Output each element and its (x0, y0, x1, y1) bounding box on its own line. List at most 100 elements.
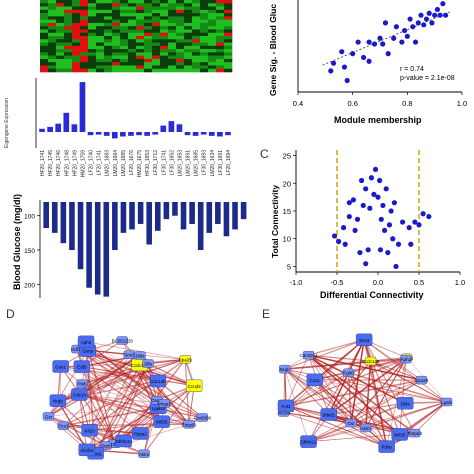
heatmap-cell (216, 3, 225, 7)
scatter-b-point (437, 12, 443, 18)
heatmap-cell (168, 52, 177, 56)
heatmap-cell (96, 22, 105, 27)
heatmap-cell (120, 32, 129, 37)
network-node-label: Wif25 (394, 432, 406, 437)
network-edge (285, 358, 407, 407)
heatmap-cell (192, 52, 201, 56)
heatmap-cell (184, 3, 193, 7)
heatmap-cell (88, 45, 97, 50)
network-edge (370, 360, 447, 403)
eigengene-category-label: LF30_1693 (202, 150, 208, 176)
network-node-label: Ccnd3 (188, 384, 202, 389)
heatmap-cell (200, 29, 209, 34)
heatmap-cell (184, 39, 193, 43)
heatmap-cell (176, 49, 185, 53)
heatmap-cell (168, 55, 177, 60)
heatmap-cell (72, 65, 81, 70)
scatter-c-ytick-label: 25 (283, 152, 291, 161)
heatmap-cell (48, 49, 57, 53)
eigengene-bar (184, 132, 191, 136)
eigengene-bar (217, 132, 223, 137)
heatmap-cell (144, 26, 153, 30)
eigengene-category-label: LF30_1712 (153, 150, 159, 176)
eigengene-category-label: LF30_1741 (161, 150, 167, 176)
heatmap-cell (152, 9, 161, 14)
eigengene-bar (95, 132, 102, 135)
eigengene-bar (79, 82, 86, 132)
heatmap-cell (208, 32, 217, 37)
heatmap-cell (56, 6, 65, 11)
heatmap-cell (160, 49, 169, 53)
network-edge (285, 379, 422, 407)
network-node-label: Zdhhc21 (300, 440, 318, 445)
heatmap-cell (192, 16, 201, 20)
heatmap-cell (200, 42, 209, 47)
heatmap-cell (72, 36, 81, 40)
glucose-bar (197, 202, 204, 250)
network-node-label: Spa29 (415, 378, 429, 383)
heatmap-cell (128, 58, 137, 63)
heatmap-cell (112, 42, 121, 47)
heatmap-cell (80, 52, 89, 56)
heatmap-cell (136, 19, 145, 24)
heatmap-cell (80, 13, 89, 17)
heatmap-cell (64, 68, 73, 73)
heatmap-cell (64, 6, 73, 11)
scatter-c-point (342, 241, 348, 247)
heatmap-cell (216, 6, 225, 11)
heatmap-cell (96, 26, 105, 30)
network-edge (348, 372, 447, 403)
heatmap-cell (48, 45, 57, 50)
heatmap-cell (72, 26, 81, 30)
heatmap-cell (48, 6, 57, 11)
heatmap-cell (152, 55, 161, 60)
heatmap-cell (64, 9, 73, 14)
heatmap-cell (120, 45, 129, 50)
heatmap-cell (96, 62, 105, 66)
heatmap-cell (184, 9, 193, 14)
heatmap-cell (160, 3, 169, 7)
network-edge (85, 341, 186, 360)
heatmap-cell (216, 36, 225, 40)
heatmap-cell (112, 13, 121, 17)
heatmap-cell (176, 55, 185, 60)
heatmap-cell (112, 6, 121, 11)
network-node (57, 421, 70, 430)
heatmap-cell (136, 58, 145, 63)
glucose-bar (215, 202, 221, 224)
heatmap-cell (80, 55, 89, 60)
eigengene-category-label: LM20_1653 (177, 150, 183, 177)
heatmap-cell (128, 29, 137, 34)
heatmap-cell (192, 29, 201, 34)
heatmap-cell (160, 36, 169, 40)
scatter-b-point (350, 51, 356, 57)
scatter-b-point (404, 33, 410, 39)
heatmap-cell (88, 6, 97, 11)
heatmap-cell (80, 49, 89, 53)
eigengene-bar (208, 132, 215, 136)
heatmap-cell (56, 19, 65, 24)
heatmap-cell (96, 9, 105, 14)
heatmap-cell (208, 9, 217, 14)
heatmap-cell (112, 58, 121, 63)
heatmap-cell (160, 13, 169, 17)
network-edge (284, 368, 329, 415)
network-node (345, 418, 357, 428)
eigengene-bar (63, 112, 70, 132)
heatmap-cell (40, 19, 49, 24)
heatmap-cell (72, 22, 81, 27)
heatmap-cell (96, 45, 105, 50)
network-edge (78, 394, 88, 450)
heatmap-cell (184, 65, 193, 70)
heatmap-cell (160, 9, 169, 14)
heatmap-cell (88, 22, 97, 27)
network-edge (285, 405, 387, 448)
heatmap-cell (96, 29, 105, 34)
scatter-c-point (377, 247, 384, 253)
heatmap-cell (200, 39, 209, 43)
heatmap-cell (160, 0, 169, 4)
scatter-c-point (391, 200, 397, 206)
heatmap-cell (208, 16, 217, 20)
heatmap-cell (224, 65, 233, 70)
heatmap-cell (128, 32, 137, 37)
